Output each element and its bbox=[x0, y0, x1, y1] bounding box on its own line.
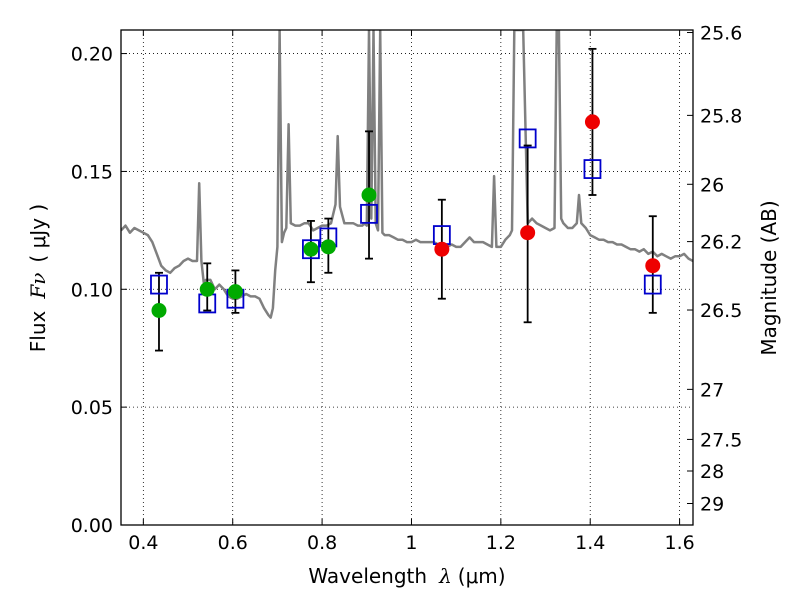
x-tick-label: 0.8 bbox=[307, 532, 337, 554]
y2-tick-label: 26.2 bbox=[700, 232, 742, 254]
y2-tick-label: 26 bbox=[700, 174, 724, 196]
data-points bbox=[150, 114, 662, 318]
red-circle-marker bbox=[434, 241, 450, 257]
x-axis-label: Wavelength λ (μm) bbox=[308, 564, 505, 588]
x-tick-label: 1.2 bbox=[486, 532, 516, 554]
green-circle-marker bbox=[320, 239, 336, 255]
errorbars bbox=[154, 47, 657, 352]
y2-tick-label: 29 bbox=[700, 494, 724, 516]
plot-frame bbox=[120, 29, 694, 526]
y-tick-label: 0.00 bbox=[71, 515, 113, 537]
y-axis-label: FluxFν( μJy ) bbox=[26, 204, 50, 352]
model-spectrum-line bbox=[121, 30, 693, 319]
red-circle-marker bbox=[584, 114, 600, 130]
model-spectrum bbox=[121, 30, 693, 319]
x-tick-label: 1.6 bbox=[664, 532, 694, 554]
red-circle-marker bbox=[520, 225, 536, 241]
green-circle-marker bbox=[227, 284, 243, 300]
x-tick-label: 1.4 bbox=[575, 532, 605, 554]
y2-tick-label: 25.6 bbox=[700, 23, 742, 45]
green-circle-marker bbox=[151, 303, 167, 318]
green-circle-marker bbox=[199, 281, 215, 297]
green-circle-marker bbox=[303, 241, 319, 257]
axis-ticks: 0.4 0.6 0.8 1 1.2 1.4 1.6 0.00 0.05 0.10 0.15 0.20 2… bbox=[71, 23, 743, 554]
y2-tick-label: 28 bbox=[700, 461, 724, 483]
x-tick-label: 0.4 bbox=[128, 532, 158, 554]
y-tick-label: 0.15 bbox=[71, 161, 113, 183]
y2-tick-label: 25.8 bbox=[700, 105, 742, 127]
y-tick-label: 0.10 bbox=[71, 279, 113, 301]
x-tick-label: 1 bbox=[405, 532, 417, 554]
y2-tick-label: 26.5 bbox=[700, 300, 742, 322]
blue-square-marker bbox=[302, 239, 320, 260]
y-tick-label: 0.05 bbox=[71, 397, 113, 419]
y2-tick-label: 27 bbox=[700, 379, 724, 401]
red-circle-marker bbox=[645, 258, 661, 274]
x-tick-label: 0.6 bbox=[218, 532, 248, 554]
y-tick-label: 0.20 bbox=[71, 44, 113, 66]
blue-square-marker bbox=[643, 274, 662, 295]
y2-axis-label: Magnitude (AB) bbox=[757, 200, 781, 355]
y2-tick-label: 27.5 bbox=[700, 429, 742, 451]
blue-square-marker bbox=[150, 274, 168, 295]
blue-square-marker bbox=[360, 203, 378, 224]
blue-square-marker bbox=[583, 159, 602, 179]
green-circle-marker bbox=[361, 187, 377, 203]
blue-square-marker bbox=[518, 128, 537, 149]
